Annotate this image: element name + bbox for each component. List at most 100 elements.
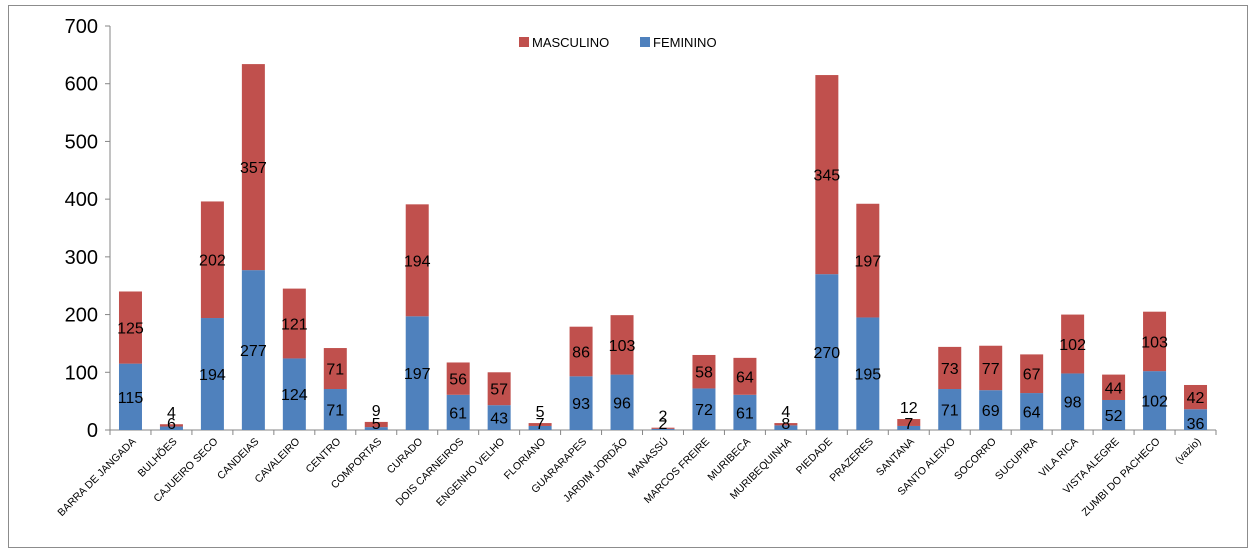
- y-axis: 0 100 200 300 400 500 600 700: [65, 16, 111, 442]
- data-label-masculino: 4: [167, 405, 176, 422]
- bar-masculino: [405, 204, 429, 317]
- bar-feminino: [1061, 373, 1085, 430]
- legend: MASCULINO FEMININO: [519, 35, 717, 50]
- bar-feminino: [200, 318, 224, 430]
- bar-feminino: [651, 428, 675, 430]
- data-label-feminino: 98: [1064, 395, 1082, 412]
- data-label-masculino: 125: [117, 321, 144, 338]
- bar-masculino: [733, 357, 757, 395]
- y-tick-label: 400: [65, 189, 98, 211]
- data-label-feminino: 5: [372, 416, 381, 433]
- y-tick-label: 100: [65, 362, 98, 384]
- bar-feminino: [1020, 393, 1044, 430]
- bar-masculino: [323, 348, 347, 390]
- bar-masculino: [528, 423, 552, 426]
- legend-label-masculino: MASCULINO: [532, 35, 609, 50]
- bar-feminino: [1184, 409, 1208, 430]
- data-label-masculino: 197: [854, 254, 881, 271]
- data-label-feminino: 7: [904, 416, 913, 433]
- bar-masculino: [979, 345, 1003, 391]
- data-label-masculino: 4: [781, 404, 790, 421]
- bar-feminino: [282, 358, 306, 430]
- data-label-masculino: 194: [404, 253, 431, 270]
- bar-feminino: [1102, 399, 1126, 430]
- data-label-feminino: 36: [1187, 416, 1205, 433]
- data-label-feminino: 102: [1141, 394, 1168, 411]
- y-tick-label: 200: [65, 305, 98, 327]
- bar-feminino: [733, 394, 757, 430]
- data-label-feminino: 270: [814, 345, 841, 362]
- bar-feminino: [241, 270, 265, 430]
- x-tick-label: SUCUPIRA: [993, 436, 1040, 483]
- y-tick-label: 700: [65, 16, 98, 38]
- data-label-feminino: 115: [118, 390, 144, 407]
- bar-feminino: [979, 390, 1003, 430]
- legend-swatch-masculino: [519, 37, 529, 47]
- data-label-masculino: 58: [695, 365, 713, 382]
- data-label-masculino: 103: [1141, 334, 1168, 351]
- x-tick-label: BARRA DE JANGADA: [55, 436, 138, 519]
- bar-feminino: [159, 426, 183, 430]
- bar-feminino: [1143, 371, 1167, 430]
- bar-feminino: [405, 316, 429, 430]
- bar-masculino: [938, 346, 962, 390]
- data-label-feminino: 64: [1023, 405, 1041, 422]
- bar-masculino: [364, 421, 388, 428]
- data-label-masculino: 44: [1105, 380, 1123, 397]
- bar-masculino: [897, 419, 921, 426]
- bar-masculino: [200, 201, 224, 319]
- data-label-masculino: 102: [1059, 337, 1086, 354]
- data-label-masculino: 86: [572, 345, 590, 362]
- y-tick-label: 300: [65, 247, 98, 269]
- data-label-masculino: 77: [982, 361, 1000, 378]
- data-label-feminino: 195: [854, 367, 881, 384]
- data-label-feminino: 71: [941, 403, 959, 420]
- data-label-masculino: 56: [449, 372, 467, 389]
- data-label-feminino: 197: [404, 366, 431, 383]
- bar-feminino: [528, 425, 552, 430]
- x-tick-label: PIEDADE: [794, 436, 835, 477]
- bar-feminino: [938, 389, 962, 430]
- y-tick-label: 0: [87, 420, 98, 442]
- data-label-feminino: 93: [572, 396, 590, 413]
- x-tick-label: CURADO: [385, 436, 426, 477]
- data-label-masculino: 73: [941, 361, 959, 378]
- bar-masculino: [1184, 384, 1208, 410]
- data-label-feminino: 194: [199, 367, 226, 384]
- data-label-feminino: 43: [490, 411, 508, 428]
- x-tick-label: SOCORRO: [952, 436, 999, 483]
- bar-feminino: [815, 274, 839, 430]
- data-label-feminino: 72: [695, 402, 713, 419]
- bar-masculino: [1143, 311, 1167, 372]
- data-label-masculino: 67: [1023, 367, 1041, 384]
- data-label-feminino: 69: [982, 403, 1000, 420]
- data-label-masculino: 64: [736, 369, 754, 386]
- x-tick-label: PRAZERES: [827, 436, 876, 485]
- data-label-masculino: 202: [199, 253, 226, 270]
- bar-feminino: [364, 427, 388, 430]
- data-label-masculino: 357: [240, 160, 267, 177]
- data-label-masculino: 71: [326, 362, 344, 379]
- bar-feminino: [856, 317, 880, 430]
- data-labels: 1151256419420227735712412171715919719461…: [117, 160, 1204, 433]
- bar-feminino: [446, 394, 470, 430]
- data-label-feminino: 61: [736, 405, 754, 422]
- x-tick-label: SANTANA: [874, 436, 917, 479]
- bar-masculino: [1102, 374, 1126, 400]
- bar-feminino: [487, 405, 511, 430]
- data-label-masculino: 2: [659, 409, 668, 426]
- bar-masculino: [610, 315, 634, 375]
- data-label-masculino: 42: [1187, 390, 1205, 407]
- data-label-masculino: 57: [490, 382, 508, 399]
- data-label-masculino: 9: [372, 403, 381, 420]
- data-label-feminino: 52: [1105, 408, 1123, 425]
- y-tick-label: 500: [65, 131, 98, 153]
- legend-swatch-feminino: [640, 37, 650, 47]
- data-label-feminino: 8: [781, 416, 790, 433]
- bar-feminino: [569, 376, 593, 430]
- x-tick-label: CENTRO: [304, 436, 344, 476]
- data-label-feminino: 96: [613, 395, 631, 412]
- x-tick-label: VILA RICA: [1037, 436, 1081, 480]
- x-tick-label: ZUMBI DO PACHECO: [1080, 436, 1163, 519]
